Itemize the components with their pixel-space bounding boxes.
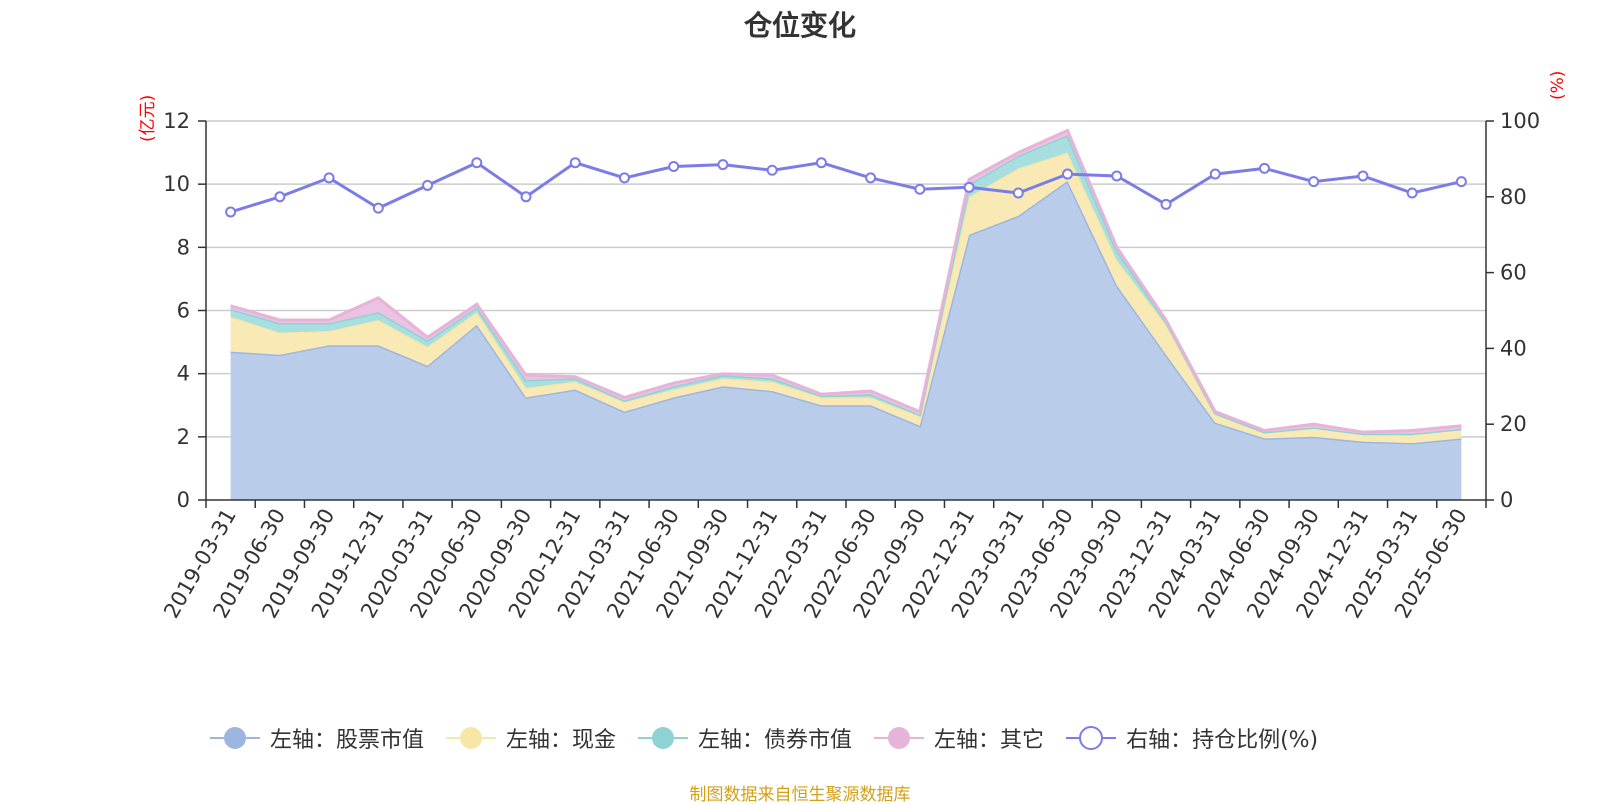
ratio-point bbox=[422, 179, 434, 191]
ratio-point bbox=[914, 183, 926, 195]
legend-label: 右轴：持仓比例(%) bbox=[1126, 728, 1319, 753]
ratio-point bbox=[225, 206, 237, 218]
legend-label: 左轴：债券市值 bbox=[698, 728, 853, 753]
right-tick-label: 100 bbox=[1500, 109, 1540, 133]
ratio-point bbox=[668, 160, 680, 172]
ratio-point bbox=[1062, 168, 1074, 180]
ratio-point bbox=[1258, 162, 1270, 174]
ratio-point bbox=[618, 172, 630, 184]
ratio-point bbox=[1209, 168, 1221, 180]
ratio-point bbox=[520, 191, 532, 203]
right-tick-label: 60 bbox=[1500, 261, 1527, 285]
ratio-point bbox=[963, 181, 975, 193]
left-tick-label: 0 bbox=[177, 488, 190, 512]
ratio-point bbox=[372, 202, 384, 214]
ratio-point bbox=[766, 164, 778, 176]
legend-item[interactable]: 左轴：股票市值 bbox=[210, 722, 424, 754]
legend-item[interactable]: 左轴：现金 bbox=[446, 722, 616, 754]
ratio-point bbox=[1406, 187, 1418, 199]
legend: 左轴：股票市值 左轴：现金 左轴：债券市值 左轴：其它 右轴：持仓比例(%) bbox=[210, 722, 1340, 754]
ratio-point bbox=[1357, 170, 1369, 182]
legend-swatch bbox=[446, 727, 497, 749]
legend-item[interactable]: 左轴：其它 bbox=[874, 722, 1044, 754]
ratio-point bbox=[1160, 198, 1172, 210]
right-tick-label: 0 bbox=[1500, 488, 1513, 512]
legend-swatch bbox=[638, 727, 689, 749]
legend-label: 左轴：股票市值 bbox=[270, 728, 425, 753]
ratio-point bbox=[1012, 187, 1024, 199]
right-tick-label: 40 bbox=[1500, 336, 1527, 360]
source-note: 制图数据来自恒生聚源数据库 bbox=[689, 785, 911, 805]
legend-label: 左轴：现金 bbox=[506, 728, 617, 753]
ratio-point bbox=[717, 159, 729, 171]
right-tick-label: 20 bbox=[1500, 412, 1527, 436]
left-tick-label: 2 bbox=[177, 425, 190, 449]
left-tick-label: 8 bbox=[177, 235, 190, 259]
ratio-point bbox=[1455, 176, 1467, 188]
ratio-point bbox=[1308, 176, 1320, 188]
chart-title: 仓位变化 bbox=[743, 9, 856, 42]
ratio-point bbox=[274, 191, 286, 203]
stacked-areas bbox=[230, 128, 1462, 500]
legend-item[interactable]: 左轴：债券市值 bbox=[638, 722, 852, 754]
ratio-point bbox=[1111, 170, 1123, 182]
legend-swatch bbox=[210, 727, 260, 749]
ratio-point bbox=[865, 172, 877, 184]
legend-swatch bbox=[874, 727, 925, 749]
legend-label: 左轴：其它 bbox=[934, 728, 1045, 753]
left-tick-label: 12 bbox=[163, 109, 190, 133]
area-edge-左轴：其它 bbox=[230, 128, 1462, 434]
left-tick-label: 4 bbox=[177, 362, 190, 386]
left-tick-label: 10 bbox=[163, 172, 190, 196]
ratio-point bbox=[323, 172, 335, 184]
left-tick-label: 6 bbox=[177, 299, 190, 323]
area-左轴：股票市值 bbox=[230, 181, 1462, 500]
ratio-line-path bbox=[230, 160, 1462, 214]
legend-item[interactable]: 右轴：持仓比例(%) bbox=[1066, 722, 1318, 754]
ratio-point bbox=[569, 157, 581, 169]
ratio-point bbox=[471, 157, 483, 169]
legend-swatch bbox=[1066, 726, 1117, 750]
ratio-point bbox=[815, 157, 827, 169]
right-tick-label: 80 bbox=[1500, 185, 1527, 209]
ratio-line bbox=[225, 157, 1467, 218]
